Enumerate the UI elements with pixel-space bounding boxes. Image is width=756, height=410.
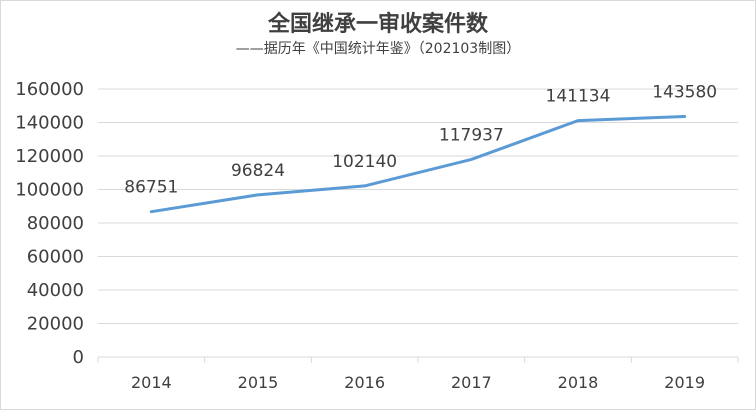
y-tick-label: 140000 bbox=[15, 113, 84, 134]
data-label: 102140 bbox=[332, 152, 397, 172]
y-tick-label: 0 bbox=[73, 347, 84, 368]
series-line bbox=[149, 115, 687, 214]
y-tick-label: 120000 bbox=[15, 146, 84, 167]
chart-subtitle: ——据历年《中国统计年鉴》（202103制图） bbox=[235, 41, 521, 57]
data-label: 117937 bbox=[439, 125, 504, 145]
x-tick-label: 2016 bbox=[344, 373, 385, 392]
data-label: 96824 bbox=[231, 161, 285, 181]
x-tick-label: 2015 bbox=[238, 373, 279, 392]
y-tick-label: 20000 bbox=[27, 314, 84, 335]
y-tick-label: 40000 bbox=[27, 280, 84, 301]
y-tick-label: 60000 bbox=[27, 247, 84, 268]
x-axis: 2014 2015 2016 2017 2018 2019 bbox=[97, 356, 739, 392]
x-tick-label: 2017 bbox=[451, 373, 492, 392]
data-label: 141134 bbox=[546, 87, 611, 107]
data-labels: 86751 96824 102140 117937 141134 143580 bbox=[124, 83, 717, 198]
x-tick-label: 2018 bbox=[558, 373, 599, 392]
y-tick-label: 100000 bbox=[15, 180, 84, 201]
x-tick-label: 2019 bbox=[664, 373, 705, 392]
y-tick-label: 80000 bbox=[27, 213, 84, 234]
data-label: 143580 bbox=[652, 83, 717, 103]
series-lines bbox=[149, 115, 687, 214]
y-axis-ticks: 0 20000 40000 60000 80000 100000 120000 140000 1… bbox=[15, 79, 84, 368]
x-tick-label: 2014 bbox=[131, 373, 172, 392]
y-tick-label: 160000 bbox=[15, 79, 84, 100]
gridlines bbox=[98, 88, 738, 358]
chart-title: 全国继承一审收案件数 bbox=[267, 12, 488, 37]
data-label: 86751 bbox=[124, 178, 178, 198]
